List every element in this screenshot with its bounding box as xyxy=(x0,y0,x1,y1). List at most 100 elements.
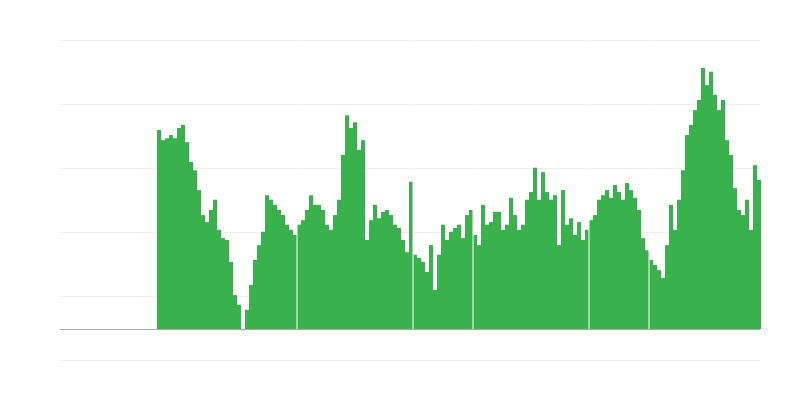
bar xyxy=(557,245,561,329)
bar xyxy=(397,227,401,329)
bar xyxy=(653,265,657,329)
bar xyxy=(157,129,161,329)
bar xyxy=(757,179,761,329)
bar xyxy=(285,224,289,329)
bar xyxy=(265,195,269,329)
bar xyxy=(221,238,225,329)
bar xyxy=(741,215,745,329)
bar xyxy=(589,220,593,329)
bar xyxy=(661,277,665,329)
bar xyxy=(633,197,637,329)
bar xyxy=(725,140,729,329)
bar xyxy=(349,128,353,329)
bar xyxy=(261,231,265,329)
bar xyxy=(641,238,645,329)
bar xyxy=(501,229,505,329)
bar xyxy=(737,209,741,329)
bar xyxy=(297,224,301,329)
bar xyxy=(405,252,409,329)
bar xyxy=(457,224,461,329)
bar xyxy=(581,240,585,329)
bar xyxy=(541,172,545,329)
bar xyxy=(345,115,349,330)
bar xyxy=(201,215,205,329)
bar xyxy=(617,192,621,329)
bar xyxy=(497,211,501,329)
bar xyxy=(485,224,489,329)
bar xyxy=(217,229,221,329)
bar xyxy=(665,245,669,329)
bar xyxy=(637,209,641,329)
bar xyxy=(481,204,485,329)
bar xyxy=(181,124,185,329)
bar xyxy=(165,138,169,329)
bar xyxy=(585,229,589,329)
bar xyxy=(361,140,365,329)
bar xyxy=(269,199,273,329)
bar xyxy=(445,240,449,329)
bar xyxy=(577,222,581,329)
bar xyxy=(677,199,681,329)
bar xyxy=(385,209,389,329)
bars xyxy=(157,67,761,331)
bar xyxy=(425,272,429,329)
bar xyxy=(573,234,577,329)
bar xyxy=(441,224,445,329)
bar xyxy=(329,229,333,329)
bar xyxy=(689,124,693,329)
bar xyxy=(605,190,609,329)
bar xyxy=(161,140,165,329)
bar xyxy=(197,190,201,329)
bar xyxy=(649,259,653,329)
bar xyxy=(509,197,513,329)
bar xyxy=(749,229,753,329)
bar xyxy=(357,149,361,329)
bar xyxy=(549,199,553,329)
bar xyxy=(721,99,725,329)
bar xyxy=(233,295,237,329)
bar xyxy=(257,245,261,329)
bar xyxy=(417,257,421,329)
bar xyxy=(657,270,661,329)
bar xyxy=(373,204,377,329)
bar xyxy=(465,215,469,329)
bar xyxy=(513,215,517,329)
bar xyxy=(645,250,649,329)
bar xyxy=(177,128,181,329)
bar xyxy=(505,224,509,329)
bar xyxy=(613,185,617,329)
bar xyxy=(321,209,325,329)
bar xyxy=(309,195,313,329)
bar xyxy=(693,110,697,330)
bar xyxy=(341,154,345,329)
bar xyxy=(537,199,541,329)
bar xyxy=(685,135,689,329)
bar xyxy=(305,209,309,329)
bar xyxy=(525,199,529,329)
bar xyxy=(753,165,757,329)
bar xyxy=(421,261,425,329)
bar xyxy=(245,309,249,329)
bar xyxy=(453,227,457,329)
bar xyxy=(253,259,257,329)
bar xyxy=(717,110,721,330)
separators xyxy=(296,40,650,329)
bar xyxy=(173,138,177,329)
bar xyxy=(593,215,597,329)
bar xyxy=(377,218,381,329)
bar xyxy=(713,94,717,329)
bar xyxy=(169,135,173,329)
bar xyxy=(277,209,281,329)
bar xyxy=(489,222,493,329)
bar xyxy=(413,254,417,329)
bar xyxy=(729,154,733,329)
bar xyxy=(337,199,341,329)
bar xyxy=(545,192,549,329)
bar xyxy=(229,261,233,329)
bar xyxy=(237,304,241,329)
bar xyxy=(673,229,677,329)
bar xyxy=(681,170,685,329)
bar xyxy=(381,211,385,329)
bar xyxy=(365,240,369,329)
